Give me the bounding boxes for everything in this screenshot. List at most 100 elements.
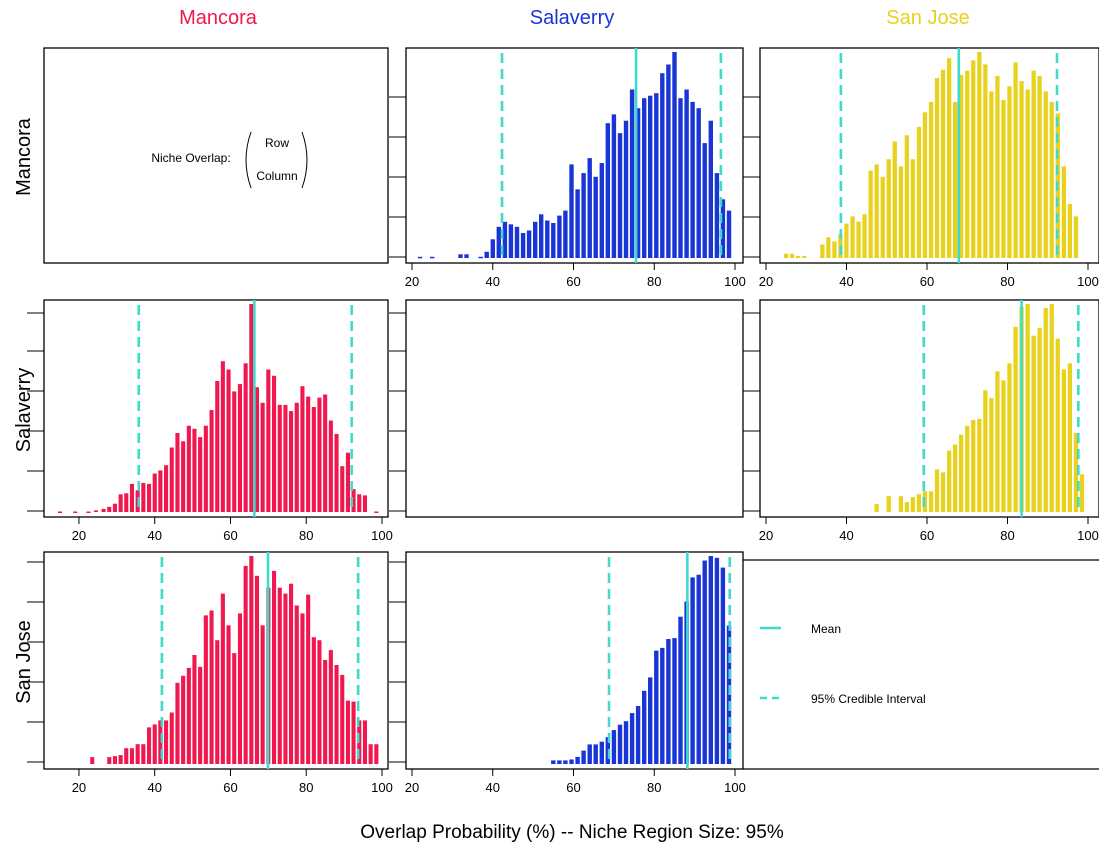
histogram-bar (311, 407, 316, 512)
note-left-paren (245, 131, 252, 189)
histogram-bar (971, 60, 976, 258)
panel-frame (43, 551, 389, 770)
panel-san-jose-mancora: 20 40 60 80 100 (27, 551, 393, 795)
histogram-bar (1013, 62, 1018, 259)
histogram-bar (654, 650, 659, 764)
histogram-bar (209, 610, 214, 764)
histogram-bar (152, 724, 157, 764)
x-tick-label: 100 (724, 780, 746, 795)
histogram-bar (916, 126, 922, 259)
histogram-bar (192, 655, 197, 764)
histogram-bar (328, 650, 333, 764)
histogram-bar (599, 163, 604, 258)
histogram-bar (317, 397, 322, 512)
x-tick-label: 40 (147, 528, 161, 543)
histogram-bar (874, 164, 879, 258)
histogram-bar (862, 214, 867, 258)
histogram-bar (995, 371, 1000, 512)
x-tick-label: 100 (1077, 274, 1099, 289)
x-tick-label: 80 (647, 274, 661, 289)
histogram-bar (1007, 363, 1012, 512)
histogram-bar (93, 510, 98, 512)
histogram-bar (868, 170, 873, 258)
histogram-bar (478, 256, 483, 259)
note-right-paren (301, 131, 308, 189)
histogram-bar (965, 425, 970, 512)
note-row: Row (265, 136, 289, 150)
x-tick-label: 60 (920, 528, 934, 543)
histogram-bar (300, 386, 305, 512)
row-title-san-jose: San Jose (13, 620, 35, 703)
x-tick-label: 80 (1000, 528, 1014, 543)
histogram-bar (557, 215, 562, 258)
histogram-bar (599, 741, 604, 764)
x-axis-label: Overlap Probability (%) -- Niche Region … (360, 822, 784, 843)
histogram-bar (575, 756, 580, 764)
histogram-bar (1079, 474, 1085, 512)
histogram-bar (922, 112, 928, 258)
x-tick-label: 20 (405, 780, 419, 795)
histogram-bar (164, 720, 169, 764)
histogram-bar (198, 437, 203, 512)
histogram-bar (672, 52, 677, 258)
histogram-bar (533, 221, 538, 258)
histogram-bar (629, 89, 635, 258)
histogram-bar (708, 120, 713, 258)
histogram-bar (720, 567, 726, 764)
histogram-bar (1025, 89, 1030, 258)
histogram-bar (169, 447, 174, 512)
histogram-bar (484, 251, 489, 258)
histogram-bar (1001, 99, 1006, 259)
histogram-bar (1037, 75, 1042, 259)
panel-frame-mancora-mancora (43, 47, 389, 264)
histogram-bar (328, 420, 333, 512)
histogram-bar (215, 381, 220, 512)
histogram-bar (611, 730, 617, 764)
histogram-bar (1061, 369, 1066, 512)
histogram-bar (220, 361, 225, 512)
histogram-bar (306, 396, 311, 512)
histogram-bar (965, 70, 970, 258)
histogram-bar (1001, 380, 1006, 512)
histogram-bar (1061, 166, 1066, 258)
histogram-bar (1067, 203, 1072, 258)
histogram-bar (254, 387, 259, 512)
histogram-bar (690, 101, 695, 259)
x-tick-label: 80 (647, 780, 661, 795)
histogram-bar (277, 404, 282, 512)
x-tick-label: 80 (299, 528, 313, 543)
histogram-bar (417, 256, 423, 259)
histogram-bar (1031, 70, 1036, 258)
salaverry-diagonal-ticks (389, 312, 406, 512)
histogram-bar (357, 494, 362, 512)
histogram-bar (802, 255, 807, 258)
histogram-bar (1007, 86, 1012, 258)
histogram-bar (345, 700, 350, 764)
column-title-salaverry: Salaverry (530, 7, 614, 29)
histogram-bar (593, 744, 598, 764)
histogram-bar (672, 638, 677, 764)
histogram-panels: 20 40 60 80 100 20 40 60 80 100 20 40 60 80 100 20 40 60 8… (27, 47, 1099, 795)
histogram-bar (73, 511, 78, 513)
histogram-bar (129, 483, 134, 512)
panel-frame (43, 299, 389, 518)
histogram-bar (209, 410, 214, 512)
histogram-bar (648, 95, 653, 258)
x-tick-label: 60 (920, 274, 934, 289)
histogram-bar (563, 760, 568, 764)
histogram-bar (374, 511, 379, 513)
histogram-bar (642, 98, 647, 258)
histogram-bar (277, 587, 282, 764)
histogram-bar (198, 666, 203, 764)
histogram-bar (86, 511, 91, 513)
histogram-bar (181, 441, 186, 512)
histogram-bar (1073, 216, 1079, 258)
histogram-bar (323, 394, 328, 512)
x-tick-label: 20 (759, 528, 773, 543)
histogram-bar (458, 254, 463, 258)
histogram-bar (1049, 304, 1054, 512)
x-tick-label: 20 (72, 780, 86, 795)
histogram-bar (832, 241, 837, 258)
x-tick-label: 80 (1000, 274, 1014, 289)
histogram-bar (850, 216, 855, 258)
